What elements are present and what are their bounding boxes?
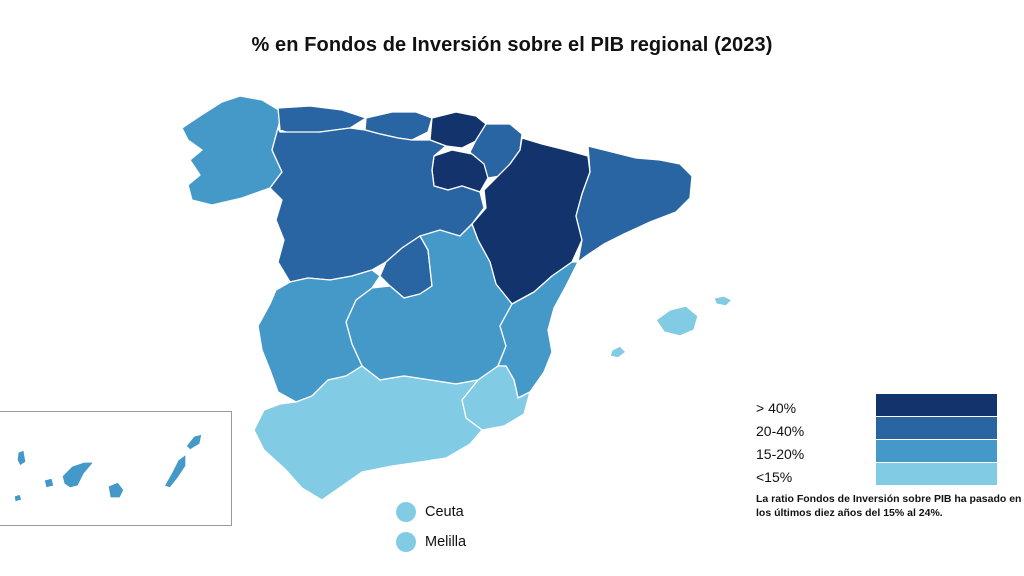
footnote: La ratio Fondos de Inversión sobre PIB h… (756, 493, 1022, 519)
region-canarias-gomera[interactable] (43, 477, 55, 489)
legend-label-under-15: <15% (756, 469, 793, 485)
city-ceuta[interactable]: Ceuta (396, 502, 464, 522)
legend-swatch-20-40 (876, 417, 997, 439)
region-canarias-tenerife[interactable] (61, 461, 95, 489)
region-andalucia[interactable] (253, 365, 483, 501)
region-canarias-gran-canaria[interactable] (107, 481, 125, 499)
melilla-marker (396, 532, 416, 552)
map-title: % en Fondos de Inversión sobre el PIB re… (251, 34, 773, 56)
region-canarias-hierro[interactable] (13, 493, 23, 503)
legend-swatch-under-15 (876, 463, 997, 485)
legend-label-15-20: 15-20% (756, 446, 805, 462)
region-canarias-lanzarote[interactable] (185, 433, 203, 451)
city-melilla[interactable]: Melilla (396, 532, 466, 552)
region-cataluna[interactable] (575, 145, 693, 263)
ceuta-marker (396, 502, 416, 522)
region-valenciana[interactable] (497, 261, 579, 399)
legend-label-over-40: > 40% (756, 400, 797, 416)
legend-swatch-15-20 (876, 440, 997, 462)
legend-swatch-over-40 (876, 394, 997, 416)
region-galicia[interactable] (181, 95, 283, 206)
city-melilla-label: Melilla (425, 534, 467, 550)
region-baleares-menorca[interactable] (713, 295, 733, 307)
region-baleares-ibiza[interactable] (609, 345, 627, 359)
region-baleares-mallorca[interactable] (655, 305, 699, 337)
canary-islands-inset-frame (0, 411, 232, 526)
region-canarias-palma[interactable] (16, 449, 27, 467)
region-canarias-fuerteventura[interactable] (163, 453, 187, 489)
city-ceuta-label: Ceuta (425, 504, 464, 520)
legend-label-20-40: 20-40% (756, 423, 805, 439)
